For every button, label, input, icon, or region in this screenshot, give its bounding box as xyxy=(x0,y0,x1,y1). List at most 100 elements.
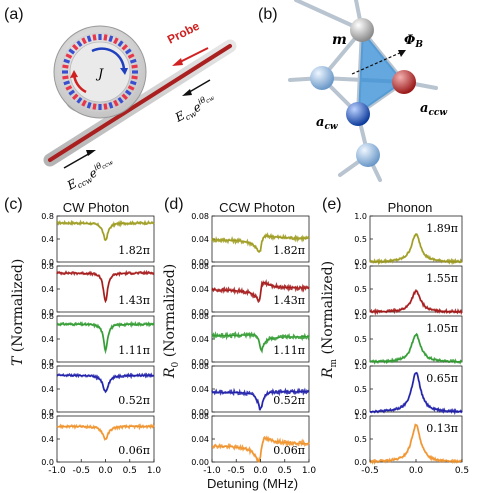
chart-title-ccw: CCW Photon xyxy=(219,200,295,215)
y-tick-label: 0.04 xyxy=(191,235,209,244)
y-tick-label: 1.0 xyxy=(354,312,367,321)
y-tick-label: 0.5 xyxy=(354,385,367,394)
fit-curve xyxy=(369,333,463,363)
x-tick-label: -1.0 xyxy=(48,466,66,476)
y-tick-label: 0.0 xyxy=(354,308,367,317)
panel-label-b: (b) xyxy=(258,6,278,23)
chart-2-row-0: 0.0 0.5 1.0 1.89π xyxy=(354,212,463,267)
chart-2-row-4: 0.0 0.5 1.0 0.13π xyxy=(354,412,463,467)
chart-0-row-3: 0.0 0.4 0.8 0.52π xyxy=(41,362,155,417)
y-tick-label: 0.0 xyxy=(354,258,367,267)
y-tick-label: 0.8 xyxy=(41,412,54,421)
x-tick-label: -1.0 xyxy=(203,466,221,476)
y-tick-label: 0.4 xyxy=(41,385,54,394)
xlabel-detuning: Detuning (MHz) xyxy=(207,476,299,491)
chart-title-phonon: Phonon xyxy=(387,200,433,215)
y-tick-label: 0.00 xyxy=(191,408,209,417)
series-phase-label: 0.06π xyxy=(273,444,305,457)
x-tick-label: 1.0 xyxy=(302,466,317,476)
fit-curve xyxy=(369,233,463,263)
data-trace xyxy=(56,219,155,242)
chart-2-row-1: 0.0 0.5 1.0 1.55π xyxy=(354,262,463,317)
chart-1-row-4: 0.00 0.04 0.08 0.06π xyxy=(191,412,310,467)
x-tick-label: 0.5 xyxy=(455,466,469,476)
fit-curve xyxy=(369,290,463,313)
y-tick-label: 0.8 xyxy=(41,212,54,221)
fit-curve xyxy=(56,323,155,352)
y-tick-label: 0.4 xyxy=(41,235,54,244)
y-tick-label: 0.4 xyxy=(41,335,54,344)
fit-curve xyxy=(56,425,155,440)
chart-2-row-2: 0.0 0.5 1.0 1.05π xyxy=(354,312,463,367)
y-tick-label: 0.0 xyxy=(41,308,54,317)
x-tick-label: -0.5 xyxy=(72,466,90,476)
y-tick-label: 0.08 xyxy=(191,362,209,371)
y-tick-label: 0.0 xyxy=(41,358,54,367)
fit-curve xyxy=(369,424,463,462)
y-tick-label: 0.4 xyxy=(41,285,54,294)
y-tick-label: 0.08 xyxy=(191,212,209,221)
y-tick-label: 0.0 xyxy=(354,358,367,367)
series-phase-label: 0.52π xyxy=(273,394,305,407)
series-phase-label: 1.11π xyxy=(118,344,150,357)
y-tick-label: 0.08 xyxy=(191,312,209,321)
series-phase-label: 1.55π xyxy=(426,272,458,285)
y-tick-label: 0.00 xyxy=(191,258,209,267)
y-tick-label: 0.00 xyxy=(191,358,209,367)
fit-curve xyxy=(56,222,155,241)
y-tick-label: 0.0 xyxy=(354,458,367,467)
y-tick-label: 0.8 xyxy=(41,262,54,271)
x-tick-label: 0.5 xyxy=(123,466,137,476)
series-phase-label: 1.43π xyxy=(118,294,150,307)
fit-curve xyxy=(211,235,310,253)
series-phase-label: 1.89π xyxy=(426,222,458,235)
y-tick-label: 0.5 xyxy=(354,335,367,344)
y-tick-label: 0.5 xyxy=(354,235,367,244)
chart-1-row-2: 0.00 0.04 0.08 1.11π xyxy=(191,312,310,367)
y-tick-label: 1.0 xyxy=(354,362,367,371)
chart-0-row-0: 0.0 0.4 0.8 1.82π xyxy=(41,212,155,267)
y-tick-label: 0.5 xyxy=(354,285,367,294)
y-tick-label: 1.0 xyxy=(354,212,367,221)
fit-curve xyxy=(211,391,310,410)
x-tick-label: 1.0 xyxy=(147,466,162,476)
y-tick-label: 0.8 xyxy=(41,312,54,321)
y-tick-label: 0.0 xyxy=(354,408,367,417)
x-tick-label: -0.5 xyxy=(361,466,379,476)
panel-label-c: (c) xyxy=(4,196,23,213)
data-trace xyxy=(56,422,155,441)
fit-curve xyxy=(211,334,310,351)
chart-title-cw: CW Photon xyxy=(62,200,130,215)
x-tick-label: 0.5 xyxy=(278,466,292,476)
y-tick-label: 1.0 xyxy=(354,262,367,271)
x-tick-label: 0.0 xyxy=(409,466,424,476)
y-tick-label: 1.0 xyxy=(354,412,367,421)
y-tick-label: 0.4 xyxy=(41,435,54,444)
y-tick-label: 0.04 xyxy=(191,285,209,294)
series-phase-label: 1.82π xyxy=(273,244,305,257)
panel-label-e: (e) xyxy=(322,196,342,213)
y-tick-label: 0.00 xyxy=(191,458,209,467)
y-tick-label: 0.8 xyxy=(41,362,54,371)
y-tick-label: 0.5 xyxy=(354,435,367,444)
x-tick-label: -0.5 xyxy=(227,466,245,476)
chart-2-row-3: 0.0 0.5 1.0 0.65π xyxy=(354,362,463,417)
x-tick-label: 0.0 xyxy=(253,466,268,476)
series-phase-label: 1.82π xyxy=(118,244,150,257)
y-tick-label: 0.08 xyxy=(191,262,209,271)
series-phase-label: 0.65π xyxy=(426,372,458,385)
y-tick-label: 0.04 xyxy=(191,435,209,444)
series-phase-label: 1.43π xyxy=(273,294,305,307)
panel-label-a: (a) xyxy=(4,6,24,23)
chart-0-row-1: 0.0 0.4 0.8 1.43π xyxy=(41,262,155,317)
fit-curve xyxy=(369,372,463,412)
y-tick-label: 0.08 xyxy=(191,412,209,421)
chart-1-row-1: 0.00 0.04 0.08 1.43π xyxy=(191,262,310,317)
series-phase-label: 0.06π xyxy=(118,444,150,457)
chart-0-row-2: 0.0 0.4 0.8 1.11π xyxy=(41,312,155,367)
series-phase-label: 1.11π xyxy=(273,344,305,357)
fit-curve xyxy=(56,272,155,304)
fit-curve xyxy=(211,438,310,462)
y-tick-label: 0.0 xyxy=(41,408,54,417)
